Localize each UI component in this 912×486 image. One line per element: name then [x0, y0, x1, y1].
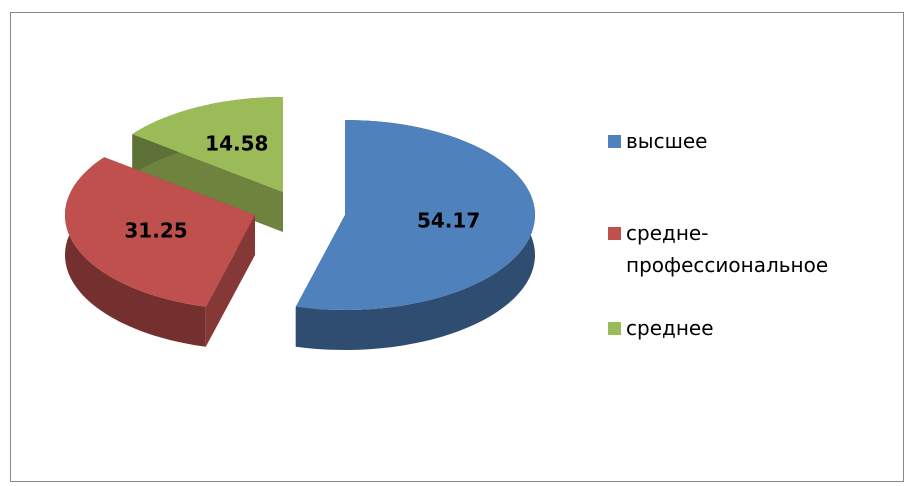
legend-swatch — [608, 322, 621, 335]
chart-frame — [10, 12, 904, 482]
slice — [132, 97, 283, 192]
legend-label: средне-профессиональное — [626, 221, 829, 277]
slice — [65, 157, 255, 307]
legend-item: высшее — [608, 125, 806, 157]
legend-item: средне-профессиональное — [608, 217, 829, 281]
legend-swatch — [608, 227, 621, 240]
legend-label: среднее — [626, 316, 714, 340]
data-label: 54.17 — [417, 208, 480, 232]
slice-side — [65, 157, 206, 347]
slice — [295, 120, 535, 310]
data-label: 14.58 — [205, 132, 268, 156]
legend-label: высшее — [626, 129, 708, 153]
legend-swatch — [608, 135, 621, 148]
legend-item: среднее — [608, 312, 806, 344]
slice-cut-face — [132, 134, 283, 232]
data-label: 31.25 — [124, 218, 187, 242]
